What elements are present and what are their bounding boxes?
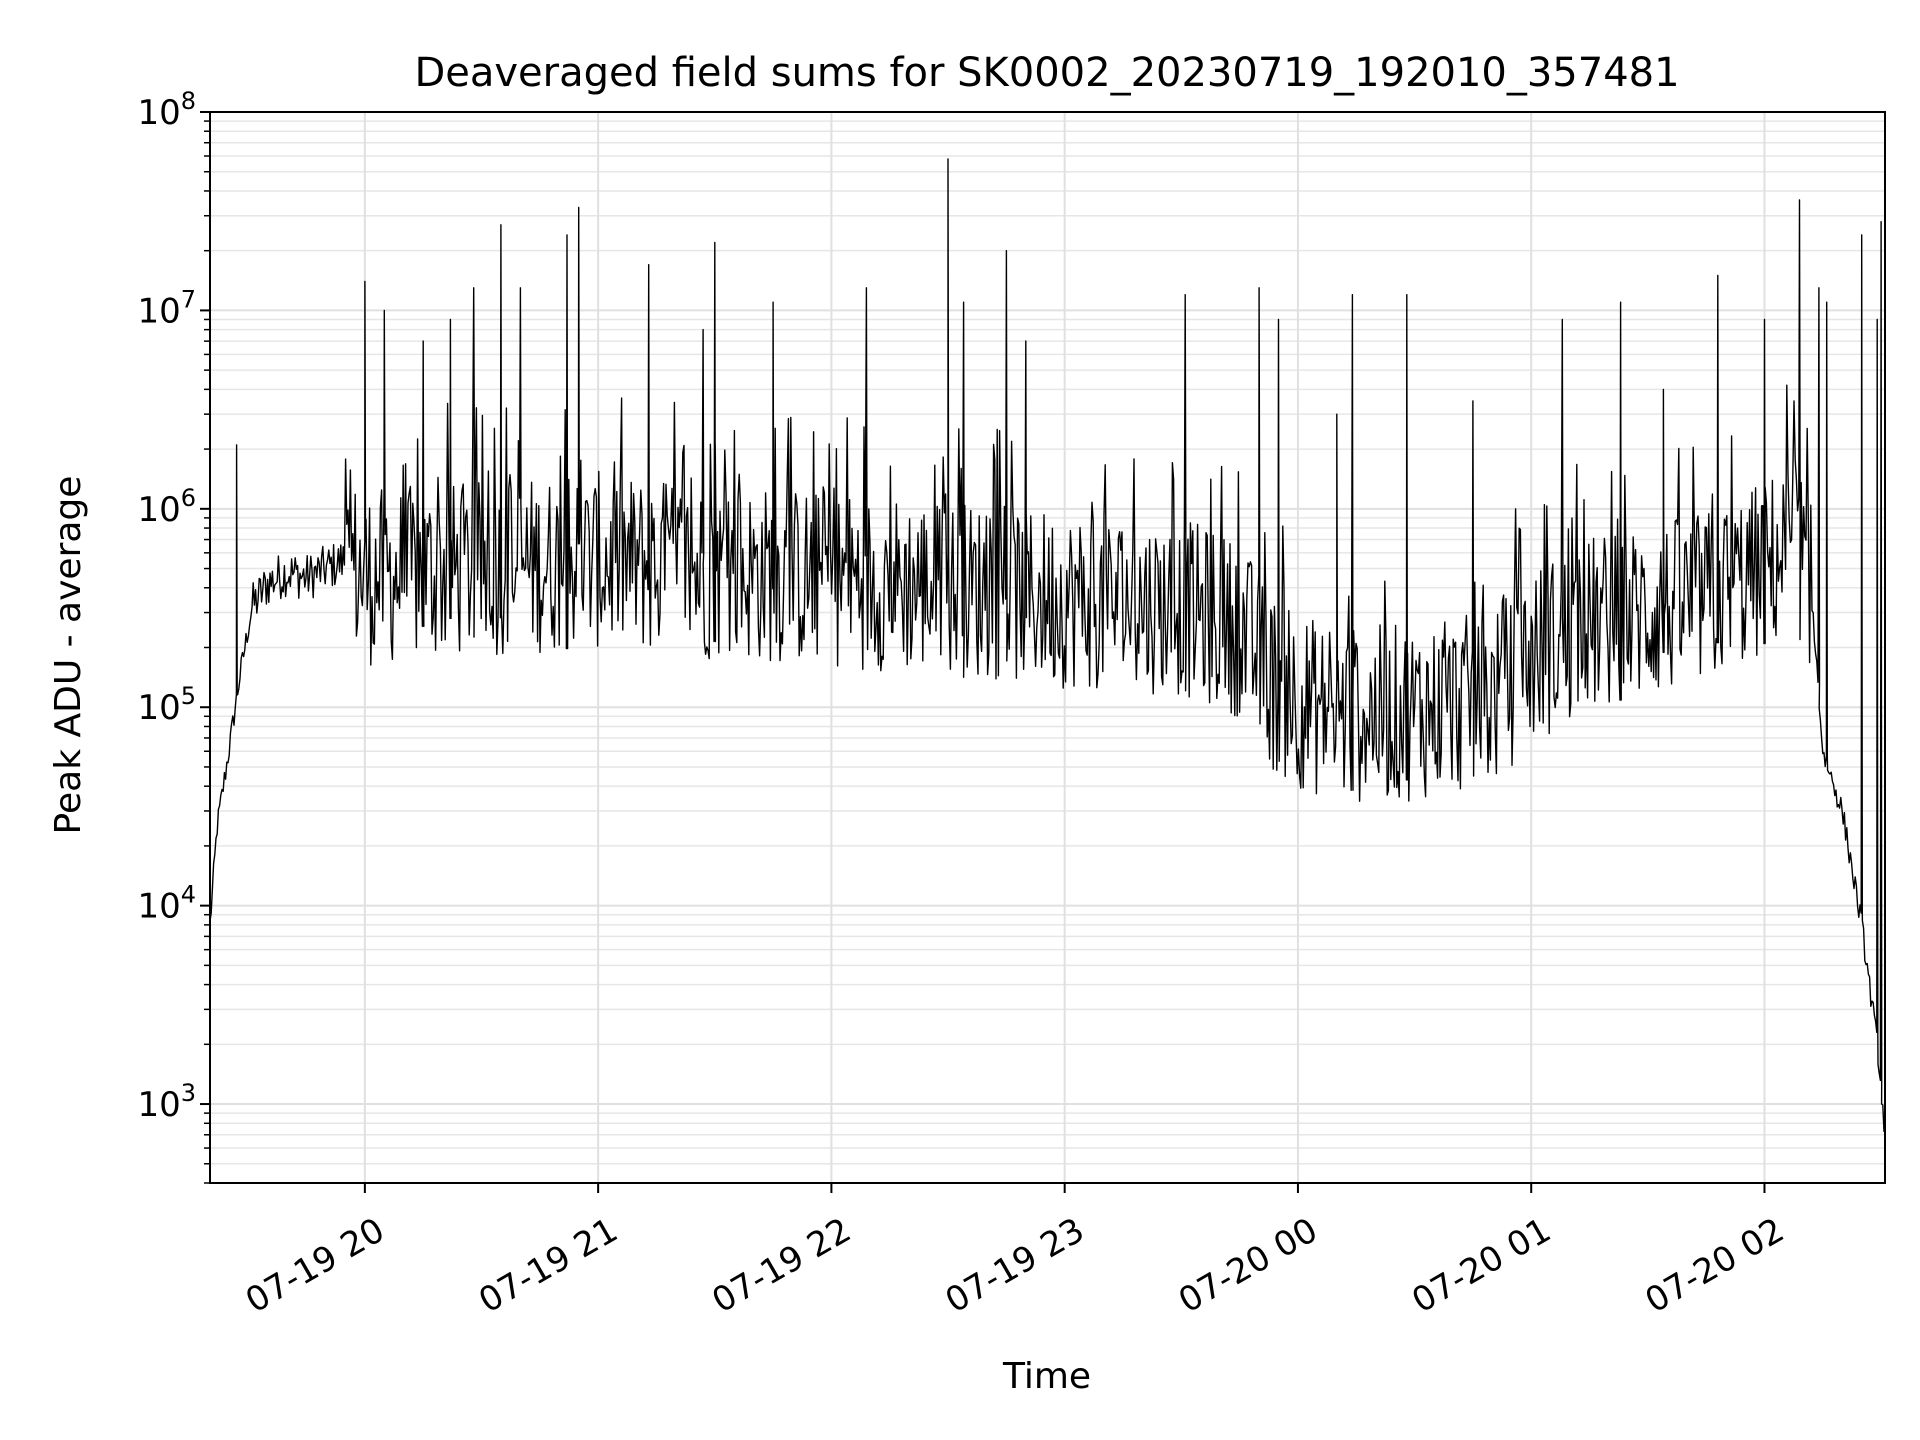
chart-title: Deaveraged field sums for SK0002_2023071… [414, 50, 1679, 96]
grid [210, 111, 1885, 1184]
y-tick-label: 108 [137, 87, 196, 133]
y-axis: 103 104 105 106 107 108 [137, 87, 210, 1184]
y-tick-label: 106 [137, 484, 196, 530]
y-tick-label: 104 [137, 881, 196, 927]
y-tick-label: 105 [137, 682, 196, 728]
series-line [209, 158, 1885, 1132]
y-tick-label: 103 [137, 1079, 196, 1125]
series-path [209, 158, 1885, 1132]
y-tick-label: 107 [137, 285, 196, 331]
x-axis-label: Time [1002, 1356, 1091, 1397]
y-axis-label: Peak ADU - average [48, 476, 89, 835]
